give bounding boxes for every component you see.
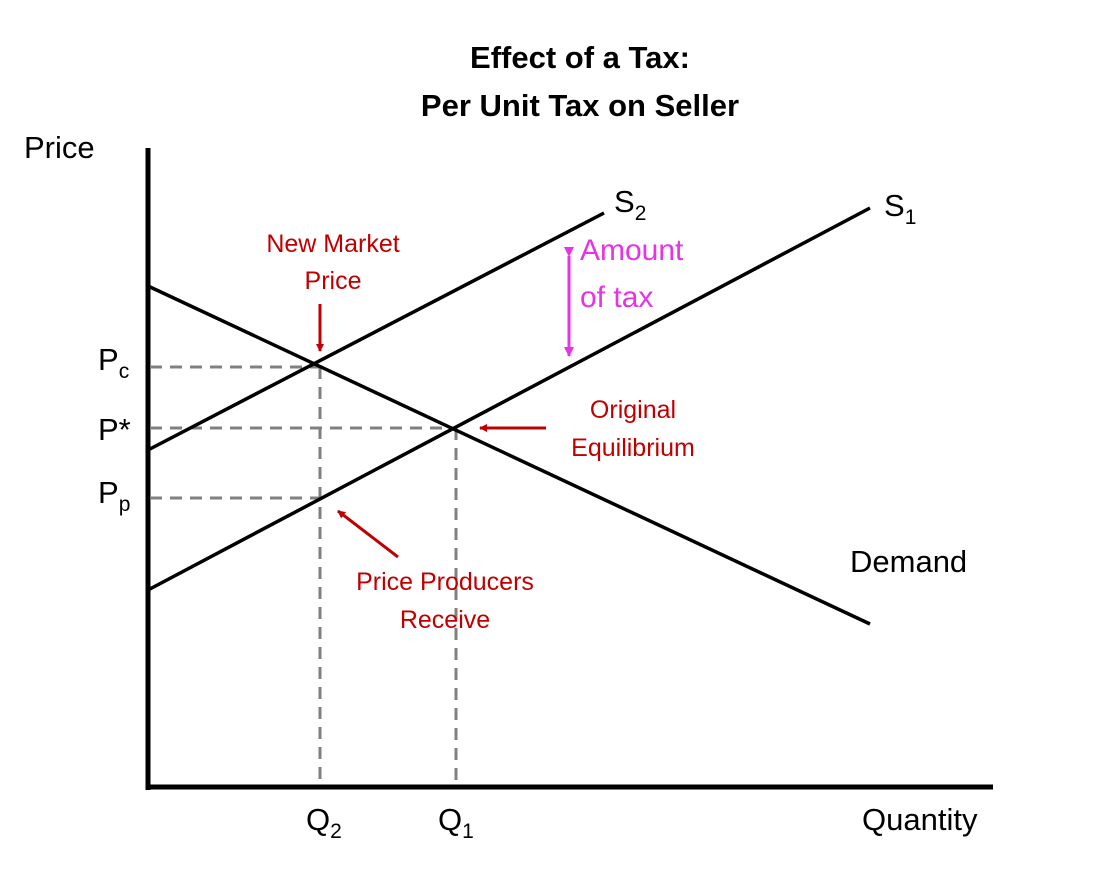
amount-of-tax-label-line1: Amount	[580, 234, 684, 267]
pc-label: Pc	[98, 342, 129, 383]
demand-label: Demand	[850, 544, 967, 579]
price-producers-receive-label-line1: Price Producers	[356, 568, 534, 596]
new-market-price-label-line2: Price	[305, 267, 362, 295]
s2-label: S2	[614, 184, 646, 225]
supply-curve-s2	[147, 211, 605, 452]
q2-label: Q2	[306, 802, 342, 843]
demand-curve	[147, 284, 871, 626]
q1-label: Q1	[438, 802, 474, 843]
diagram-title-line2: Per Unit Tax on Seller	[421, 88, 739, 123]
diagram-title-line1: Effect of a Tax:	[470, 40, 690, 75]
price-producers-receive-label-line2: Receive	[400, 606, 490, 634]
original-equilibrium-label-line1: Original	[590, 396, 676, 424]
amount-of-tax-label-line2: of tax	[580, 281, 653, 314]
price-producers-receive-arrow	[337, 509, 399, 559]
supply-curve-s1	[147, 206, 871, 592]
original-equilibrium-label-line2: Equilibrium	[571, 434, 695, 462]
x-axis-label: Quantity	[862, 802, 978, 837]
new-market-price-label-line1: New Market	[266, 230, 399, 258]
s1-label: S1	[884, 188, 916, 229]
pstar-label: P*	[98, 412, 131, 447]
y-axis-label: Price	[24, 130, 95, 165]
pp-label: Pp	[98, 475, 130, 516]
